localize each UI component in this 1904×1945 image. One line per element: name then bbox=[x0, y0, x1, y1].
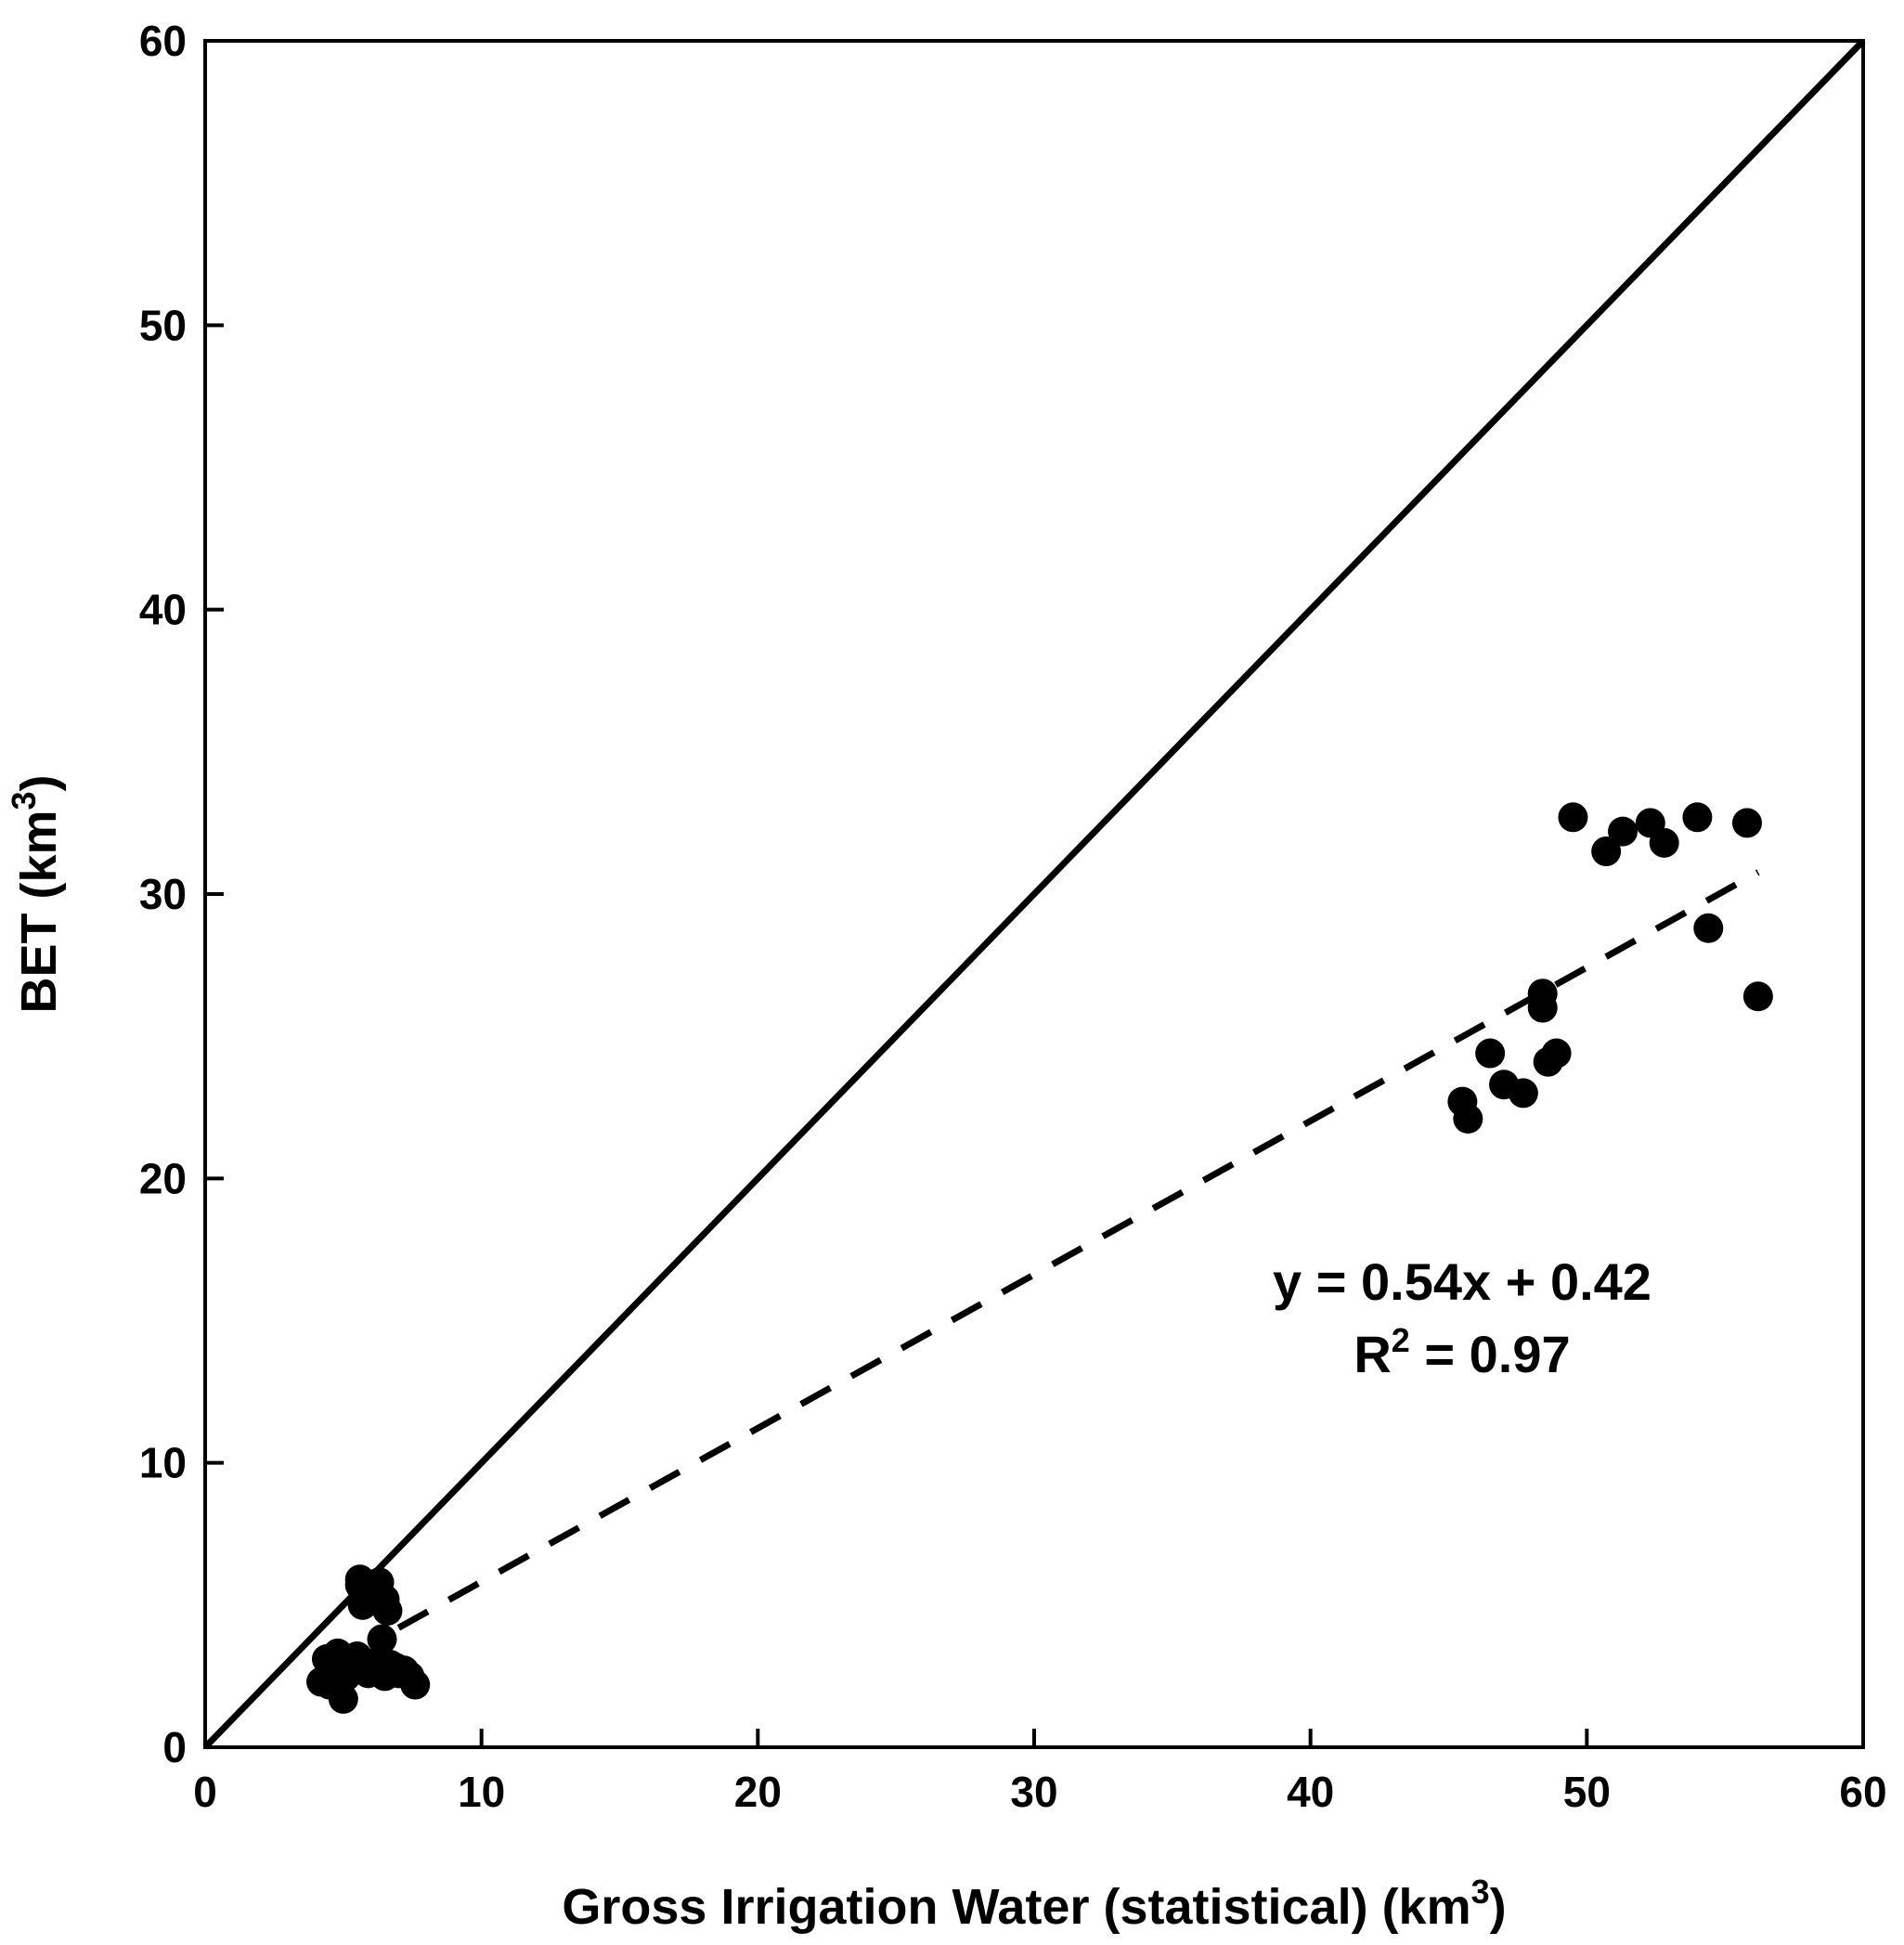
x-tick-label: 0 bbox=[193, 1768, 217, 1816]
data-point bbox=[328, 1683, 358, 1714]
x-tick-label: 60 bbox=[1839, 1768, 1886, 1816]
data-point bbox=[1453, 1104, 1483, 1135]
y-tick-label: 50 bbox=[139, 301, 187, 349]
x-tick-label: 10 bbox=[458, 1768, 505, 1816]
x-axis-title: Gross Irrigation Water (statistical) (km… bbox=[562, 1873, 1506, 1935]
data-point bbox=[1508, 1078, 1538, 1109]
r-squared-annotation: R2 = 0.97 bbox=[1354, 1321, 1570, 1383]
y-tick-label: 60 bbox=[139, 17, 187, 65]
data-point bbox=[1649, 827, 1679, 858]
x-tick-label: 20 bbox=[734, 1768, 782, 1816]
x-tick-label: 40 bbox=[1287, 1768, 1334, 1816]
data-point bbox=[1682, 802, 1713, 833]
y-axis-title: BET (km3) bbox=[5, 774, 67, 1013]
y-tick-label: 20 bbox=[139, 1154, 187, 1202]
data-point bbox=[1475, 1038, 1506, 1069]
y-axis-ticks: 0 10 20 30 40 50 60 bbox=[139, 17, 224, 1771]
data-point bbox=[1693, 913, 1724, 943]
data-point bbox=[1742, 981, 1773, 1012]
y-tick-label: 10 bbox=[139, 1439, 187, 1487]
reference-line-1to1 bbox=[202, 38, 1866, 1750]
y-tick-label: 30 bbox=[139, 870, 187, 918]
data-point bbox=[1731, 808, 1762, 838]
y-tick-label: 0 bbox=[162, 1723, 187, 1771]
equation-annotation: y = 0.54x + 0.42 bbox=[1273, 1252, 1651, 1311]
data-point bbox=[367, 1624, 397, 1654]
x-tick-label: 50 bbox=[1563, 1768, 1611, 1816]
data-point bbox=[1591, 836, 1622, 867]
data-point bbox=[1608, 816, 1638, 847]
data-point bbox=[372, 1595, 403, 1626]
data-points bbox=[306, 802, 1773, 1714]
data-point bbox=[353, 1658, 383, 1689]
y-tick-label: 40 bbox=[139, 586, 187, 634]
data-point bbox=[1541, 1038, 1572, 1069]
data-point bbox=[1558, 802, 1588, 833]
x-axis-ticks: 0 10 20 30 40 50 60 bbox=[193, 1729, 1887, 1816]
data-point bbox=[1527, 979, 1558, 1009]
data-point bbox=[400, 1669, 431, 1700]
x-tick-label: 30 bbox=[1010, 1768, 1057, 1816]
